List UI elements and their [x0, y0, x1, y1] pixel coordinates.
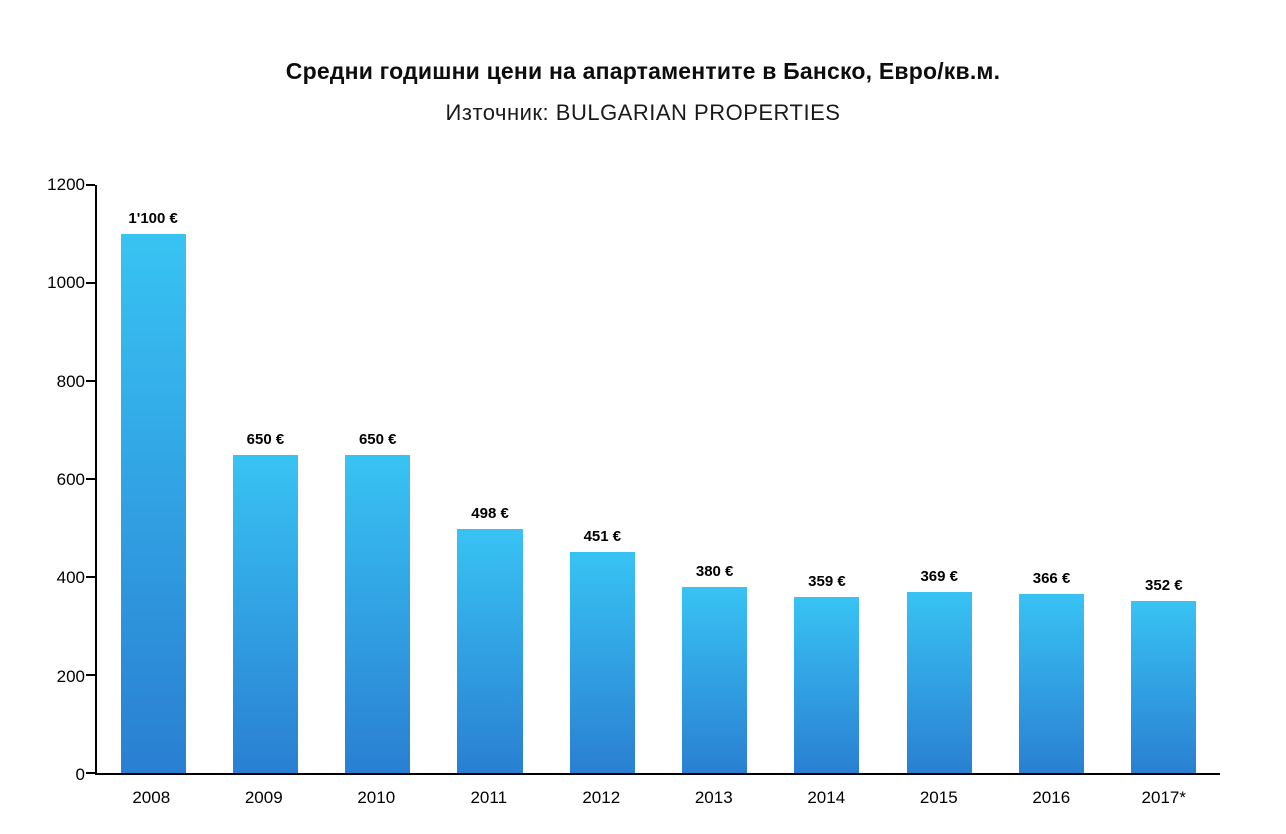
- y-tick-label: 800: [56, 371, 85, 391]
- x-tick-label: 2010: [357, 788, 396, 807]
- y-tick-mark: [86, 184, 95, 186]
- y-tick-mark: [86, 478, 95, 480]
- y-tick-label: 0: [75, 765, 85, 784]
- x-tick-label: 2008: [132, 788, 171, 807]
- x-tick-label: 2009: [244, 788, 283, 807]
- y-tick-mark: [86, 772, 95, 774]
- bar-2009: [232, 454, 298, 773]
- x-tick-label: 2016: [1032, 788, 1071, 807]
- bar-group: 366 €: [995, 185, 1107, 773]
- bar-value-label: 380 €: [695, 562, 734, 580]
- bar-value-label: 369 €: [920, 568, 958, 586]
- y-tick-mark: [86, 674, 95, 676]
- bar-2011: [457, 528, 523, 773]
- y-tick-mark: [86, 282, 95, 284]
- bar-group: 369 €: [883, 185, 995, 773]
- x-tick-label: 2011: [470, 788, 508, 807]
- bar-value-label: 366 €: [1032, 569, 1071, 587]
- bar-group: 380 €: [658, 185, 770, 773]
- y-tick-label: 200: [56, 666, 85, 686]
- bar-2014: [794, 597, 860, 773]
- chart-title: Средни годишни цени на апартаментите в Б…: [285, 58, 1001, 84]
- plot-area: 1'100 € 650 € 650 € 498 € 451 € 380 € 359 € 369…: [86, 184, 1220, 775]
- bar-group: 359 €: [771, 185, 883, 773]
- bar-value-label: 451 €: [583, 528, 622, 546]
- bar-2013: [682, 586, 748, 773]
- y-tick-label: 600: [56, 470, 85, 489]
- y-tick-label: 400: [56, 568, 85, 588]
- y-axis-labels: 0 200 400 600 800 1000 1200: [0, 175, 85, 784]
- bar-value-label: 498 €: [471, 504, 509, 522]
- x-tick-label: 2014: [807, 788, 846, 807]
- bar-2015: [906, 592, 972, 773]
- y-tick-mark: [86, 380, 95, 382]
- x-tick-label: 2017*: [1141, 788, 1186, 807]
- bar-2017: [1131, 600, 1197, 773]
- bar-value-label: 650 €: [358, 430, 397, 448]
- bar-group: 650 €: [209, 185, 321, 773]
- bar-value-label: 352 €: [1145, 576, 1183, 594]
- y-tick-label: 1200: [47, 175, 85, 194]
- bar-2012: [569, 552, 635, 773]
- bar-2010: [345, 454, 411, 773]
- x-axis-labels: 2008 2009 2010 2011 2012 2013 2014 2015 2016 2017…: [95, 788, 1220, 808]
- x-tick-label: 2012: [582, 788, 621, 807]
- chart-subtitle: Източник: BULGARIAN PROPERTIES: [445, 100, 841, 125]
- x-tick-label: 2013: [694, 788, 733, 807]
- bar-group: 451 €: [546, 185, 658, 773]
- bar-group: 352 €: [1108, 185, 1220, 773]
- bar-value-label: 650 €: [246, 430, 285, 448]
- x-tick-label: 2015: [919, 788, 958, 807]
- y-tick-mark: [86, 576, 95, 578]
- bar-value-label: 1'100 €: [128, 210, 178, 227]
- bar-group: 498 €: [434, 185, 546, 773]
- bar-2008: [120, 234, 186, 773]
- y-tick-label: 1000: [47, 273, 85, 293]
- bar-group: 650 €: [322, 185, 434, 773]
- bar-2016: [1018, 593, 1085, 773]
- bar-group: 1'100 €: [97, 185, 209, 773]
- bars-container: 1'100 € 650 € 650 € 498 € 451 € 380 € 359 € 369…: [97, 185, 1220, 773]
- bar-value-label: 359 €: [808, 573, 846, 591]
